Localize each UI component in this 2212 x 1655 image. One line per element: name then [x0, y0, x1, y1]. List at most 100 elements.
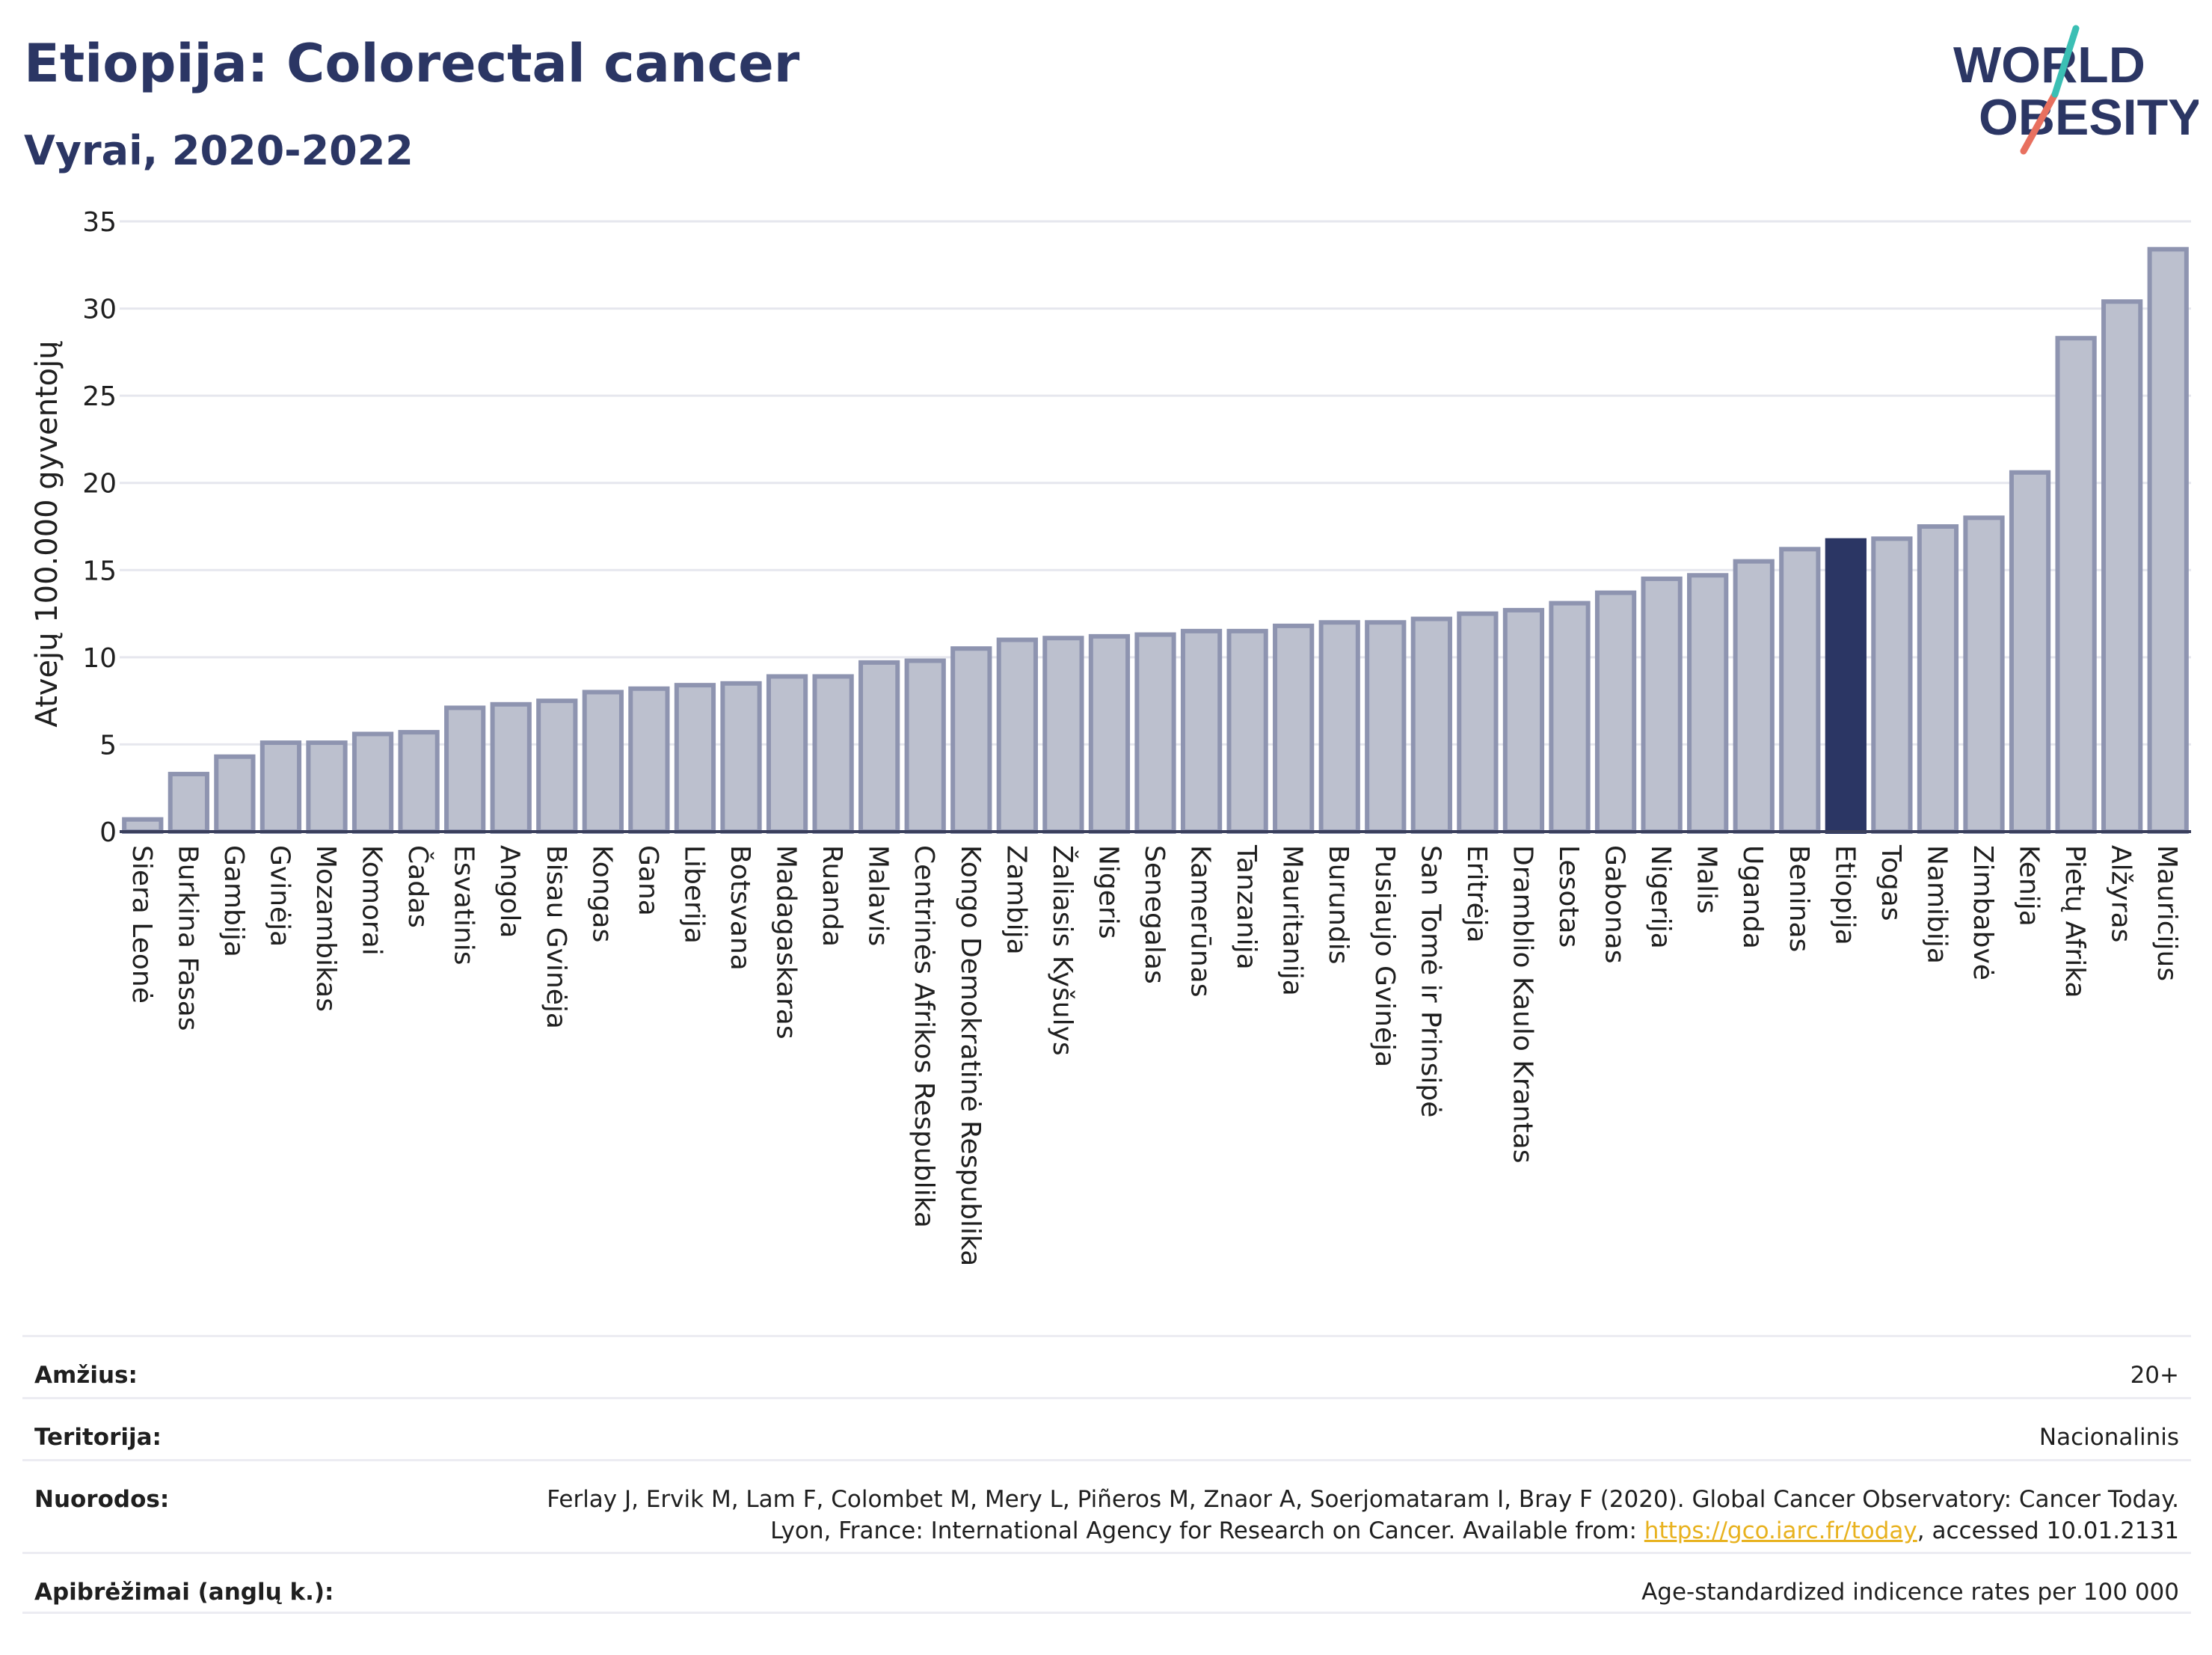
x-category-label: Gambija — [218, 845, 249, 957]
bar[interactable] — [1134, 632, 1176, 834]
x-category-label: Ruanda — [817, 845, 847, 947]
x-category-label: San Tomė ir Prinsipė — [1415, 845, 1446, 1117]
meta-row-definitions: Apibrėžimai (anglų k.): Age-standardized… — [22, 1552, 2191, 1614]
y-tick-label: 20 — [82, 469, 117, 500]
x-category-label: Lesotas — [1553, 845, 1584, 948]
bar[interactable] — [122, 817, 164, 835]
y-tick-label: 10 — [82, 643, 117, 674]
x-category-label: Tanzanija — [1231, 844, 1262, 970]
meta-row-age: Amžius: 20+ — [22, 1335, 2191, 1397]
x-category-label: Namibija — [1921, 845, 1952, 964]
bar[interactable] — [1502, 607, 1545, 834]
bar[interactable] — [858, 660, 900, 835]
x-category-label: Esvatinis — [449, 845, 479, 965]
bar[interactable] — [1365, 620, 1407, 834]
bar[interactable] — [1871, 536, 1913, 834]
x-category-label: Malavis — [863, 845, 894, 946]
x-category-label: Zimbabvė — [1967, 845, 1998, 980]
bar[interactable] — [628, 686, 670, 835]
meta-key-territory: Teritorija: — [34, 1424, 162, 1451]
meta-value-references: Ferlay J, Ervik M, Lam F, Colombet M, Me… — [534, 1484, 2179, 1547]
bar[interactable] — [1457, 611, 1499, 834]
bar[interactable] — [766, 674, 808, 835]
bar[interactable] — [674, 683, 716, 834]
x-category-label: Malis — [1692, 845, 1722, 914]
x-category-label: Žaliasis Kyšulys — [1047, 845, 1078, 1056]
x-category-label: Burundis — [1323, 845, 1354, 965]
bar[interactable] — [1088, 633, 1131, 834]
x-category-label: Siera Leonė — [126, 845, 157, 1004]
chart-title: Etiopija: Colorectal cancer — [24, 33, 800, 94]
y-tick-labels: 0 5 10 15 20 25 30 35 — [82, 207, 117, 848]
x-category-label: Burkina Fasas — [172, 845, 203, 1031]
bar[interactable] — [1917, 524, 1959, 834]
meta-key-age: Amžius: — [34, 1362, 138, 1389]
x-category-label: Senegalas — [1139, 845, 1170, 984]
x-category-label: Kenija — [2014, 845, 2044, 927]
bar[interactable] — [1549, 601, 1591, 835]
x-category-label: Gana — [633, 845, 663, 916]
bar[interactable] — [904, 658, 946, 835]
x-category-label: Gabonas — [1600, 845, 1630, 963]
bar[interactable] — [2055, 336, 2097, 835]
bar-chart: 0 5 10 15 20 25 30 35 Siera Leonė Burkina Fasas G… — [30, 207, 2191, 1266]
bar[interactable] — [1318, 620, 1360, 834]
bar[interactable] — [1273, 623, 1315, 834]
x-category-label: Mauritanija — [1277, 845, 1308, 996]
y-axis-title: Atvejų 100.000 gyventojų — [30, 340, 64, 727]
x-category-label: Mozambikas — [310, 845, 341, 1012]
bar[interactable] — [168, 772, 209, 835]
bar[interactable] — [720, 681, 762, 834]
bar[interactable] — [444, 705, 486, 834]
reference-accessed: , accessed 10.01.2131 — [1917, 1517, 2179, 1544]
reference-link[interactable]: https://gco.iarc.fr/today — [1644, 1517, 1917, 1544]
bar[interactable] — [1733, 559, 1775, 835]
bar[interactable] — [1687, 573, 1729, 835]
bar[interactable] — [2147, 247, 2189, 834]
bar[interactable] — [1963, 515, 2005, 834]
metadata-table: Amžius: 20+ Teritorija: Nacionalinis Nuo… — [22, 1335, 2191, 1614]
bar[interactable] — [2009, 470, 2051, 834]
x-category-label: Liberija — [678, 845, 709, 944]
x-category-label: Togas — [1875, 844, 1906, 921]
bar[interactable] — [1825, 538, 1867, 834]
x-category-labels: Siera Leonė Burkina Fasas Gambija Gvinėja Mo… — [126, 844, 2182, 1266]
meta-key-references: Nuorodos: — [34, 1486, 170, 1513]
x-category-label: Nigerija — [1645, 845, 1676, 949]
x-category-label: Nigeris — [1093, 845, 1123, 939]
world-obesity-logo: WORLD OBESITY — [1953, 25, 2199, 155]
meta-row-references: Nuorodos: Ferlay J, Ervik M, Lam F, Colo… — [22, 1459, 2191, 1552]
bar[interactable] — [1594, 590, 1637, 834]
bar[interactable] — [996, 637, 1038, 834]
bar[interactable] — [812, 674, 854, 835]
bar[interactable] — [306, 740, 348, 835]
bar[interactable] — [351, 731, 394, 834]
bar[interactable] — [1779, 547, 1821, 835]
x-category-label: Eritrėja — [1461, 845, 1492, 943]
bar[interactable] — [1641, 576, 1683, 834]
logo-line1: WORLD — [1953, 37, 2145, 93]
bar[interactable] — [398, 730, 440, 835]
x-category-label: Alžyras — [2106, 845, 2136, 942]
bar[interactable] — [1410, 616, 1452, 835]
y-tick-label: 30 — [82, 295, 117, 325]
meta-value-territory: Nacionalinis — [2039, 1424, 2179, 1451]
bar[interactable] — [214, 754, 256, 835]
x-category-label: Angola — [494, 845, 525, 938]
bars — [122, 247, 2189, 835]
x-category-label: Kamerūnas — [1185, 845, 1216, 998]
x-category-label: Kongas — [586, 845, 617, 942]
bar[interactable] — [582, 690, 624, 834]
bar[interactable] — [950, 646, 992, 835]
bar[interactable] — [536, 698, 578, 835]
bar[interactable] — [1180, 628, 1223, 835]
bar[interactable] — [1226, 628, 1268, 835]
bar[interactable] — [259, 740, 302, 835]
bar[interactable] — [2101, 299, 2143, 834]
meta-row-territory: Teritorija: Nacionalinis — [22, 1397, 2191, 1459]
bar[interactable] — [490, 701, 532, 835]
x-category-label: Beninas — [1784, 845, 1814, 952]
bar[interactable] — [1042, 636, 1084, 834]
y-tick-label: 0 — [99, 817, 117, 848]
y-tick-label: 25 — [82, 381, 117, 412]
